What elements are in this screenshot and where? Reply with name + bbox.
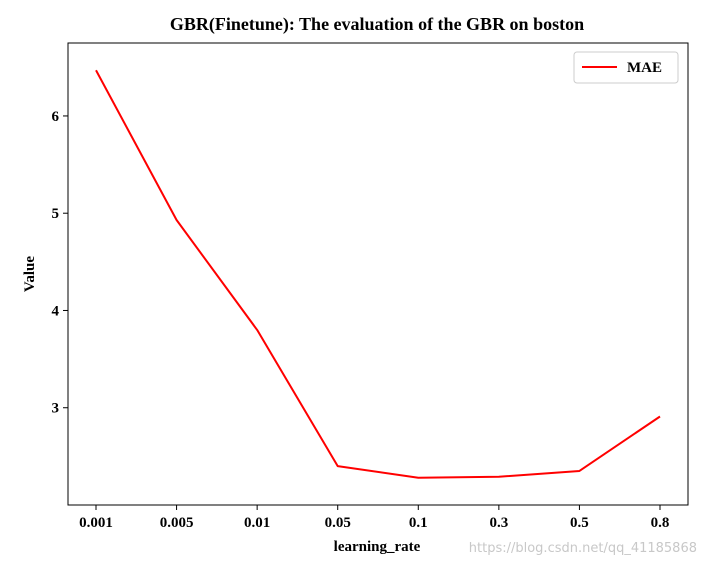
legend: MAE [573, 51, 679, 84]
x-tick-label: 0.5 [570, 515, 589, 531]
watermark: https://blog.csdn.net/qq_41185868 [469, 541, 697, 556]
x-axis-label: learning_rate [334, 539, 421, 555]
legend-label-mae: MAE [627, 60, 662, 76]
y-axis-label: Value [22, 256, 38, 292]
x-axis: 0.001 0.005 0.01 0.05 0.1 0.3 0.5 0.8 [79, 505, 669, 531]
series-line-mae [95, 69, 661, 479]
chart-title: GBR(Finetune): The evaluation of the GBR… [170, 14, 584, 35]
legend-box [573, 51, 679, 84]
x-tick-label: 0.005 [160, 515, 194, 531]
x-tick-label: 0.001 [79, 515, 113, 531]
x-tick-label: 0.05 [325, 515, 351, 531]
plot-area [67, 42, 689, 506]
y-tick-label: 5 [52, 206, 60, 222]
x-tick-label: 0.01 [244, 515, 270, 531]
x-tick-label: 0.3 [489, 515, 508, 531]
y-tick-label: 3 [52, 401, 60, 417]
y-tick-label: 6 [52, 109, 60, 125]
y-tick-label: 4 [52, 303, 60, 319]
x-tick-label: 0.8 [651, 515, 670, 531]
x-tick-label: 0.1 [409, 515, 428, 531]
y-axis: 3 4 5 6 [52, 109, 68, 417]
